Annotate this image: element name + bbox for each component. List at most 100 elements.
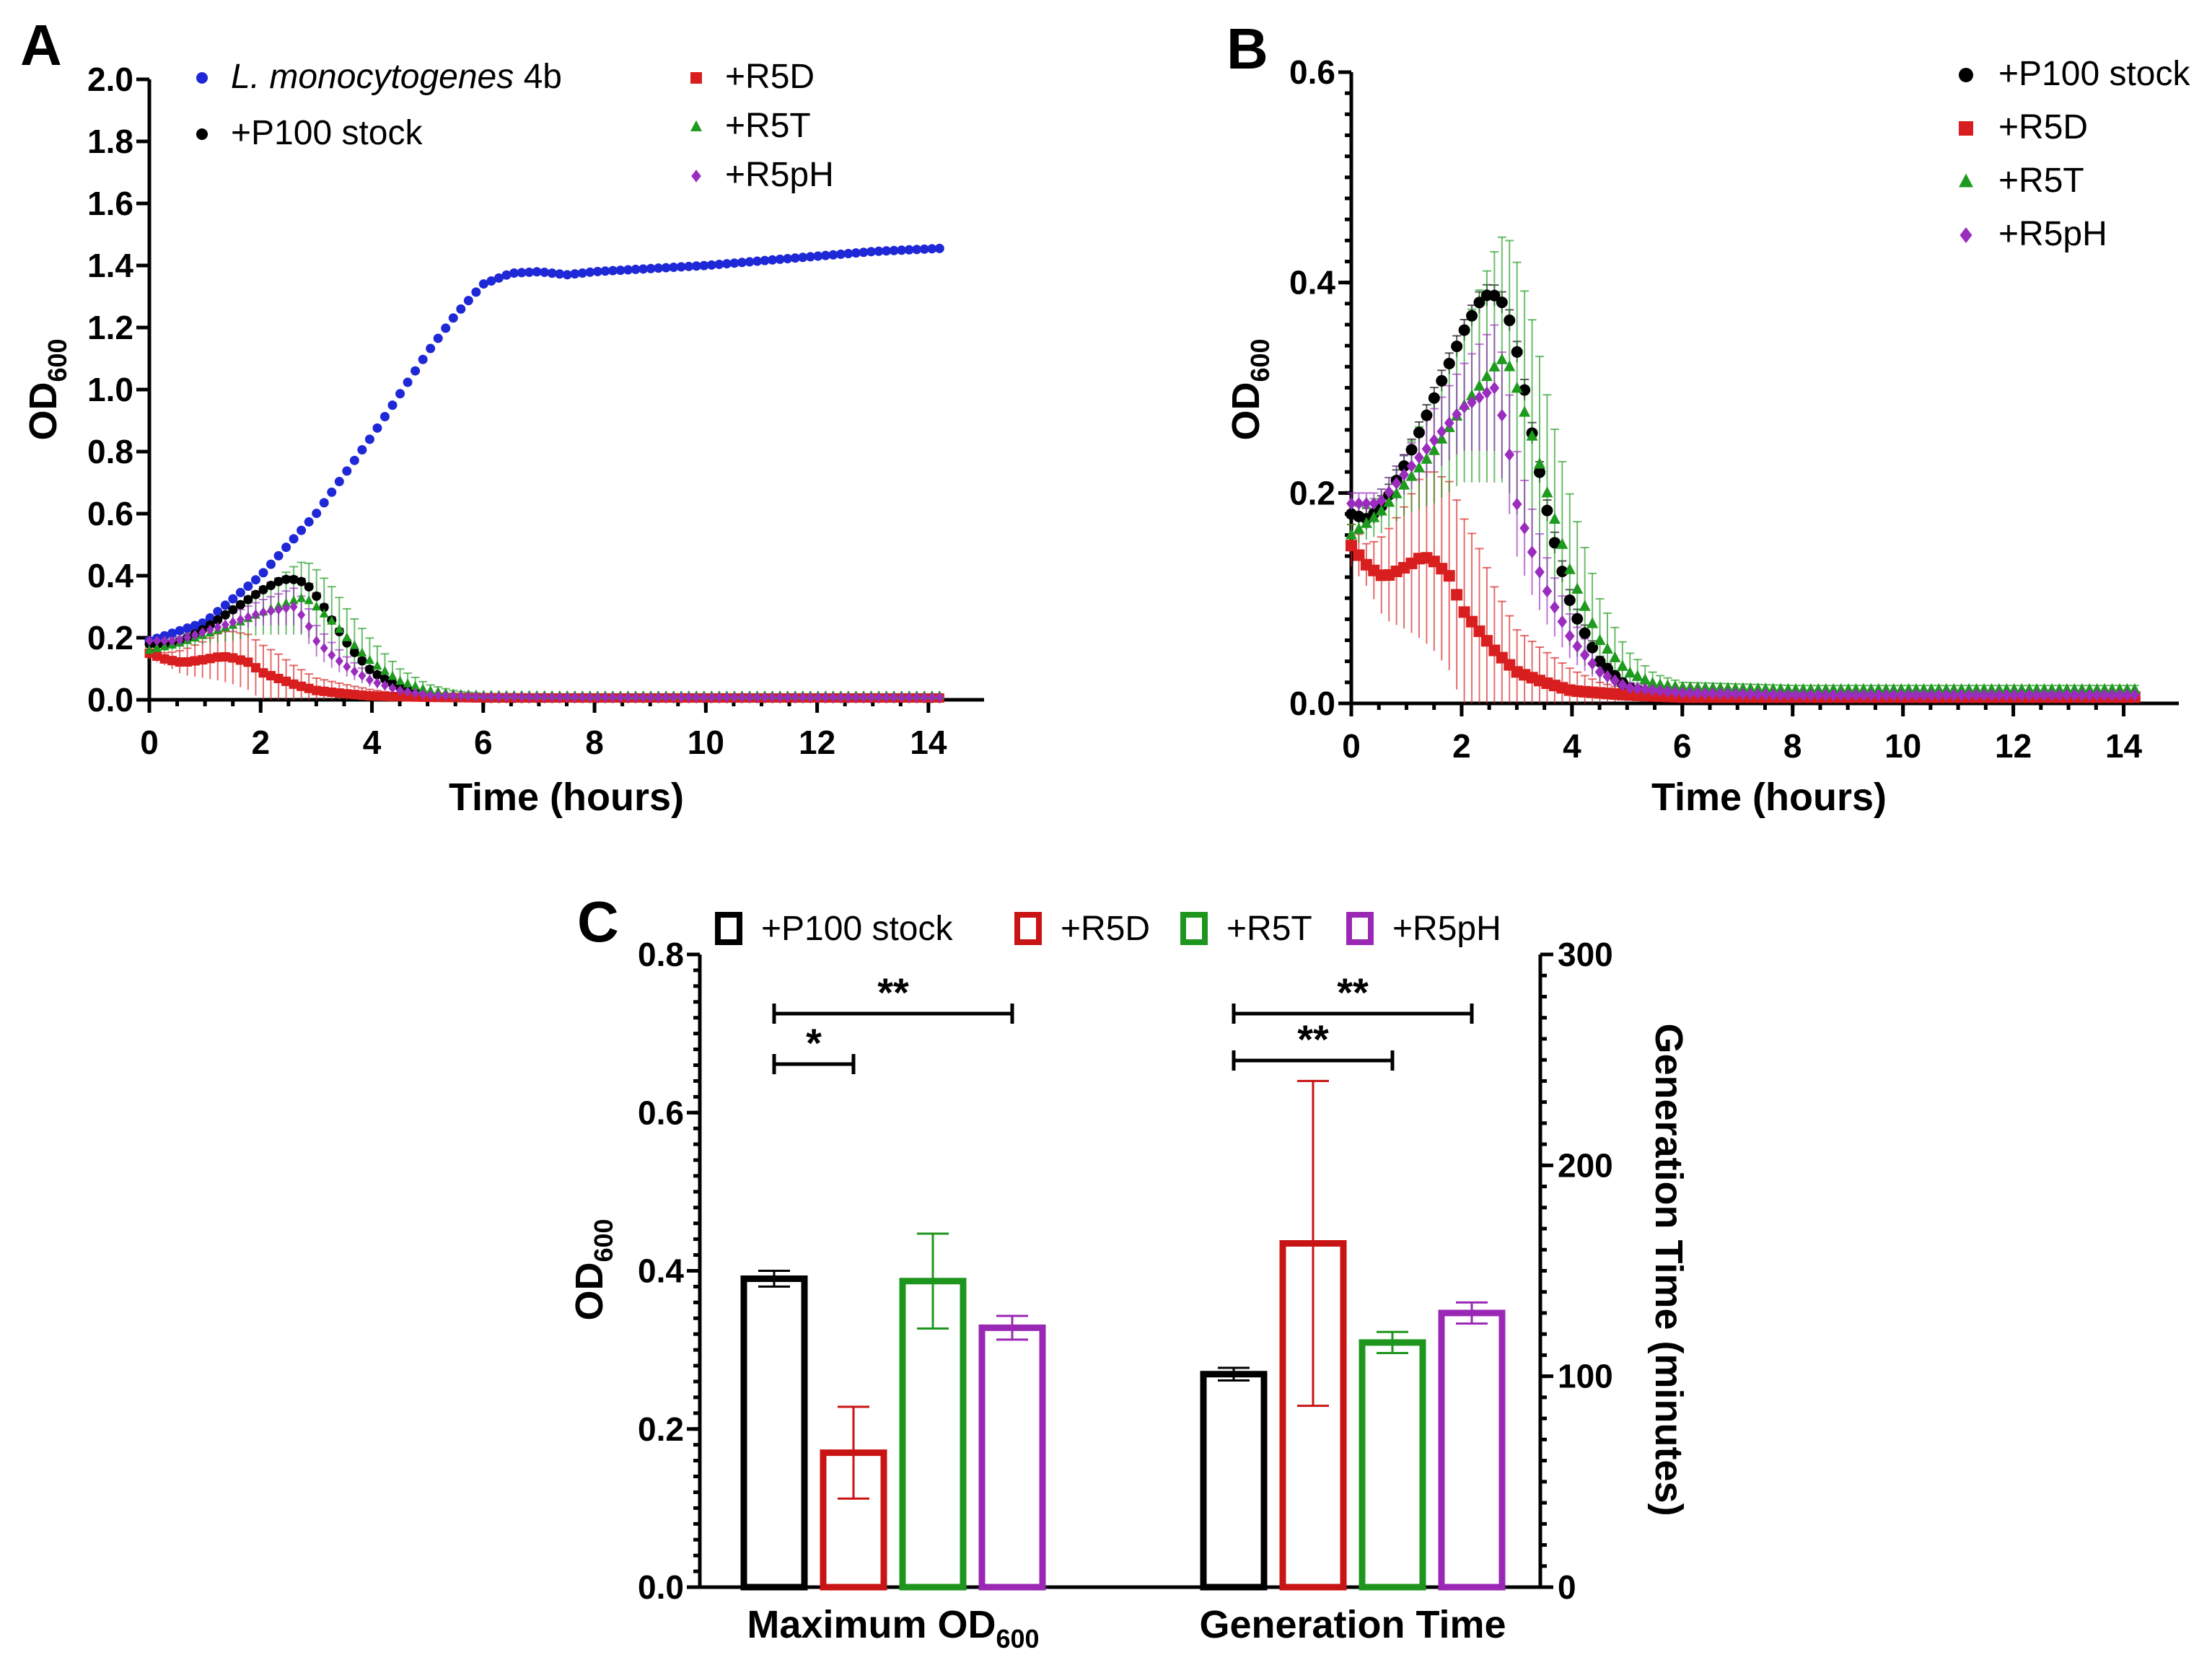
data-point bbox=[319, 602, 329, 612]
category-label-main: Maximum OD bbox=[747, 1603, 996, 1646]
data-point bbox=[2092, 688, 2102, 702]
data-point bbox=[1466, 615, 1478, 628]
data-point bbox=[501, 270, 512, 280]
data-point bbox=[379, 665, 390, 675]
data-point bbox=[1828, 688, 1839, 702]
data-point bbox=[1820, 688, 1831, 702]
data-point bbox=[805, 252, 815, 262]
legend-marker bbox=[1959, 121, 1973, 136]
data-point bbox=[615, 265, 626, 276]
data-point bbox=[273, 576, 284, 587]
data-point bbox=[1723, 687, 1733, 701]
data-point bbox=[372, 691, 382, 701]
data-point bbox=[471, 287, 481, 297]
data-point bbox=[183, 632, 192, 643]
data-point bbox=[349, 640, 359, 649]
data-point bbox=[2016, 688, 2027, 702]
data-point bbox=[358, 670, 367, 681]
panel-b-legend: +P100 stock +R5D +R5T +R5pH bbox=[1959, 55, 2191, 253]
data-point bbox=[198, 618, 208, 628]
data-point bbox=[273, 550, 284, 561]
data-point bbox=[175, 657, 185, 667]
data-point bbox=[2032, 688, 2042, 702]
data-point bbox=[456, 304, 466, 314]
data-point bbox=[1571, 582, 1584, 594]
legend-label: +R5pH bbox=[1392, 910, 1501, 948]
significance-label: ** bbox=[877, 970, 909, 1015]
data-point bbox=[1473, 379, 1485, 391]
data-point bbox=[1564, 629, 1575, 643]
data-point bbox=[297, 576, 307, 587]
category-label-sub: 600 bbox=[996, 1624, 1040, 1654]
data-point bbox=[2016, 682, 2028, 695]
data-point bbox=[791, 692, 799, 703]
data-point bbox=[1489, 381, 1500, 395]
data-point bbox=[1692, 681, 1704, 693]
b-y-tick-label: 0.2 bbox=[1289, 474, 1335, 511]
data-point bbox=[1654, 678, 1667, 690]
data-point bbox=[403, 678, 413, 688]
legend-label-italic: L. monocytogenes bbox=[231, 58, 514, 96]
data-point bbox=[1548, 512, 1561, 524]
data-point bbox=[152, 643, 162, 652]
data-point bbox=[783, 254, 793, 264]
c-left-y-tick-label: 0.6 bbox=[638, 1094, 684, 1131]
data-point bbox=[662, 692, 670, 703]
b-x-tick-label: 12 bbox=[1995, 727, 2032, 765]
data-point bbox=[1722, 682, 1734, 693]
data-point bbox=[699, 260, 709, 271]
data-point bbox=[851, 248, 861, 258]
data-point bbox=[1361, 497, 1371, 510]
data-point bbox=[380, 680, 390, 691]
data-point bbox=[205, 654, 215, 664]
data-point bbox=[213, 652, 223, 662]
data-point bbox=[1843, 682, 1855, 695]
data-point bbox=[730, 692, 739, 703]
data-point bbox=[1693, 687, 1703, 700]
data-point bbox=[304, 621, 313, 632]
data-point bbox=[1511, 346, 1523, 358]
data-point bbox=[220, 652, 230, 662]
data-point bbox=[214, 622, 222, 633]
data-point bbox=[1519, 405, 1531, 417]
data-point bbox=[753, 692, 762, 703]
a-y-tick-label: 2.0 bbox=[87, 61, 133, 98]
data-point bbox=[525, 691, 534, 703]
a-x-tick-label: 6 bbox=[474, 724, 493, 761]
data-point bbox=[646, 263, 656, 273]
data-point bbox=[449, 690, 457, 701]
panel-b-chart: 0 2 4 6 8 10 12 14 0.0 0.2 0.4 0.6 Time (hours) OD6… bbox=[1224, 53, 2191, 819]
legend-label: +P100 stock bbox=[1998, 55, 2191, 93]
data-point bbox=[168, 636, 177, 646]
data-point bbox=[1685, 686, 1695, 700]
data-point bbox=[737, 692, 746, 703]
panel-a-x-title: Time (hours) bbox=[449, 776, 684, 819]
data-point bbox=[829, 692, 838, 703]
data-point bbox=[1398, 478, 1410, 490]
data-point bbox=[1662, 685, 1673, 698]
data-point bbox=[457, 690, 465, 701]
legend-marker bbox=[196, 72, 208, 84]
panel-label-b: B bbox=[1226, 17, 1268, 81]
data-point bbox=[266, 581, 276, 591]
data-point bbox=[190, 656, 200, 666]
data-point bbox=[1473, 297, 1485, 309]
panel-c-left-y-title: OD600 bbox=[568, 1218, 618, 1320]
a-x-tick-label: 12 bbox=[799, 724, 835, 761]
svg-text:OD600: OD600 bbox=[22, 338, 72, 440]
data-point bbox=[1776, 688, 1786, 701]
data-point bbox=[714, 259, 724, 269]
data-point bbox=[159, 654, 170, 664]
data-point bbox=[866, 247, 877, 257]
data-point bbox=[2084, 688, 2094, 702]
legend-label: +R5pH bbox=[1998, 215, 2107, 253]
data-point bbox=[2060, 682, 2073, 695]
data-point bbox=[631, 264, 641, 274]
data-point bbox=[1647, 683, 1658, 697]
data-point bbox=[1467, 395, 1477, 409]
data-point bbox=[304, 517, 314, 527]
data-point bbox=[1572, 640, 1583, 653]
data-point bbox=[281, 598, 291, 607]
data-point bbox=[745, 257, 755, 267]
data-point bbox=[874, 692, 883, 703]
